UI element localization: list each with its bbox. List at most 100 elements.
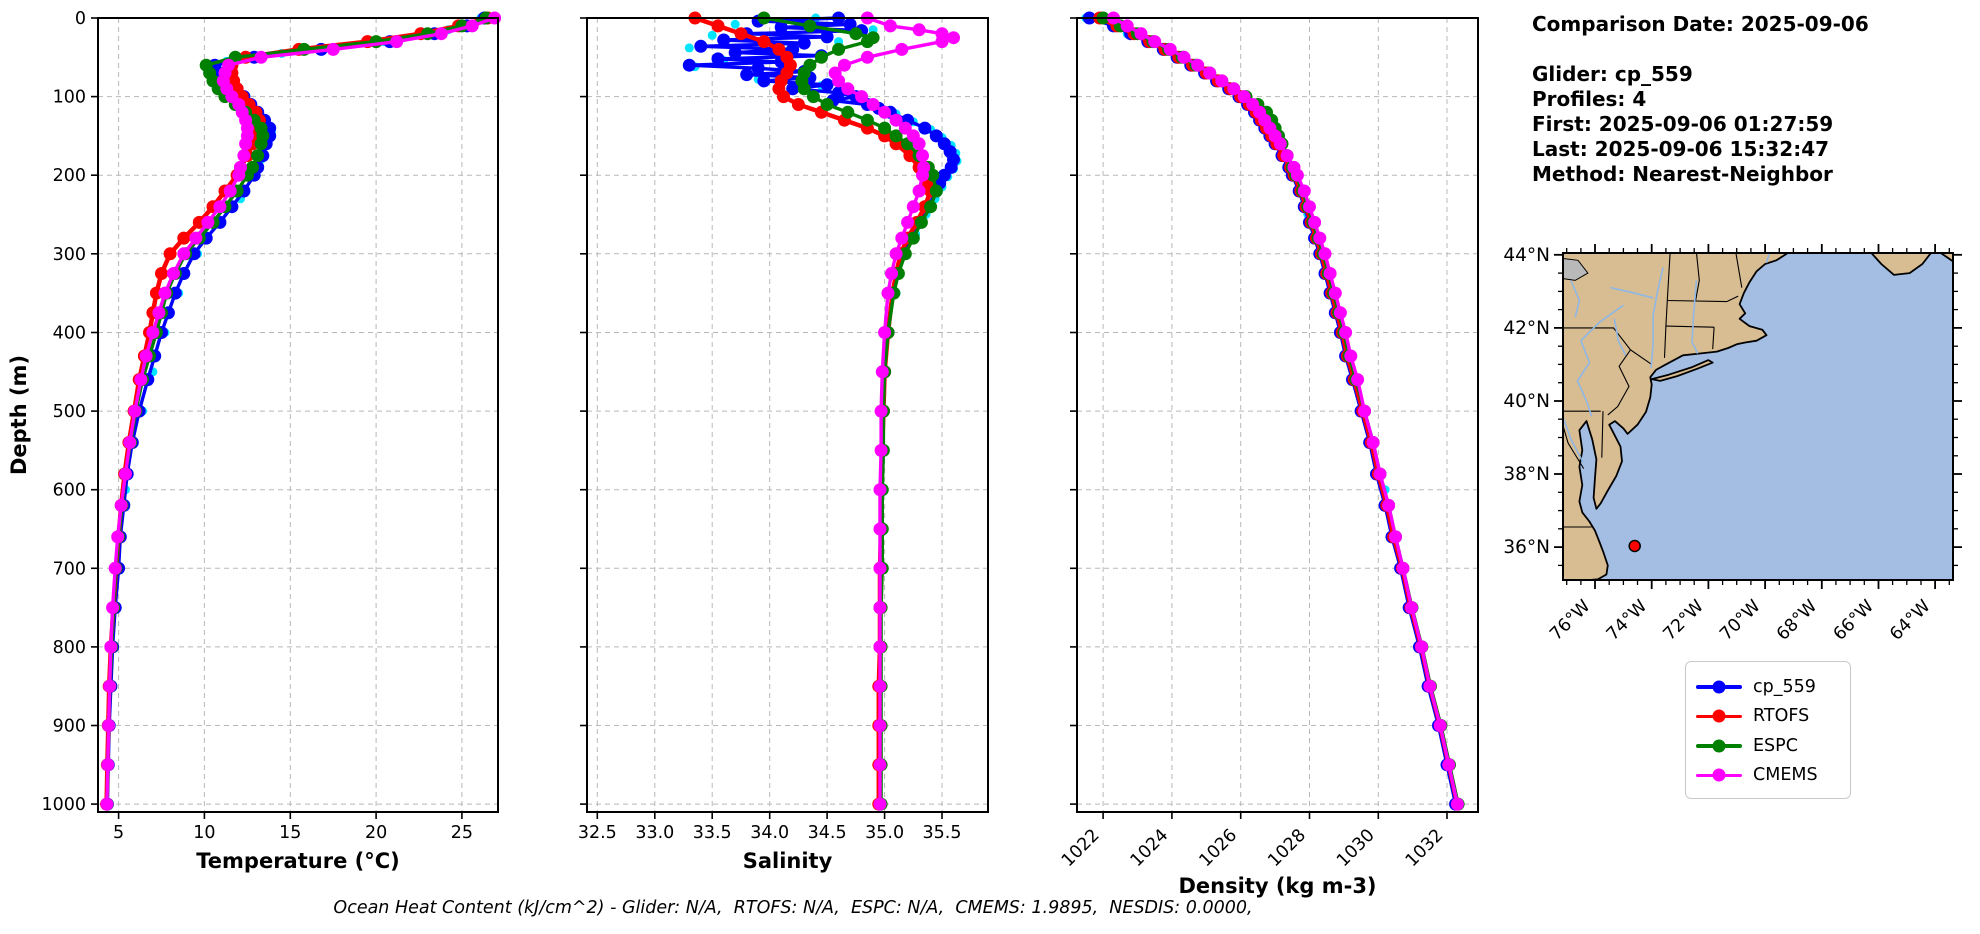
comparison-date-text: Comparison Date: 2025-09-06 — [1532, 12, 1869, 36]
ocean-heat-content-caption: Ocean Heat Content (kJ/cm^2) - Glider: N… — [333, 898, 1253, 918]
y-tick-label: 200 — [53, 166, 86, 186]
x-tick-label: 1026 — [1196, 825, 1242, 871]
map-lat-label: 44°N — [1503, 245, 1550, 266]
plot-frame — [1076, 17, 1479, 813]
x-tick-label: 15 — [279, 823, 301, 843]
y-tick-label: 900 — [53, 717, 86, 737]
map-lat-label: 38°N — [1503, 464, 1550, 485]
x-tick-label: 33.0 — [635, 823, 674, 843]
map-lon-label: 70°W — [1716, 596, 1764, 644]
y-tick-label: 0 — [75, 9, 86, 29]
density-plot: 1022 1024 1026 1028 1030 1032 Density (kg m-3) — [1058, 11, 1479, 898]
x-tick-label: 1024 — [1127, 825, 1173, 871]
map-state-border — [1667, 295, 1739, 303]
x-tick-label: 1032 — [1402, 825, 1448, 871]
legend-item-ESPC: ESPC — [1696, 731, 1840, 761]
y-tick-label: 400 — [53, 324, 86, 344]
legend-marker-dot — [1712, 680, 1726, 694]
profiles-count-text: Profiles: 4 — [1532, 87, 1647, 111]
x-tick-label: 35.0 — [865, 823, 904, 843]
gridlines — [98, 17, 498, 812]
glider-location-marker — [1628, 539, 1641, 553]
map-lon-label: 66°W — [1830, 596, 1878, 644]
x-tick-label: 33.5 — [693, 823, 732, 843]
info-panel: Comparison Date: 2025-09-06 Glider: cp_5… — [1532, 12, 1869, 187]
map-lat-label: 36°N — [1503, 537, 1550, 558]
map-river — [1691, 280, 1699, 354]
salinity-plot: 32.5 33.0 33.5 34.0 34.5 35.0 35.5 Salinity — [578, 11, 989, 873]
x-axis-ticks: 1022 1024 1026 1028 1030 1032 — [1058, 812, 1448, 871]
y-tick-label: 1000 — [41, 795, 86, 815]
plot-frame — [586, 17, 989, 813]
map-land — [1870, 253, 1932, 276]
map-river — [1610, 286, 1654, 299]
salinity-series-CMEMS — [828, 11, 960, 811]
y-tick-label: 600 — [53, 481, 86, 501]
y-tick-label: 300 — [53, 245, 86, 265]
map-river — [1563, 417, 1584, 463]
legend-line-swatch — [1696, 709, 1742, 723]
map-state-border — [1712, 327, 1715, 350]
legend-item-RTOFS: RTOFS — [1696, 702, 1840, 732]
map-river — [1650, 267, 1664, 369]
y-tick-label: 100 — [53, 88, 86, 108]
map-river — [1765, 253, 1771, 264]
legend-item-CMEMS: CMEMS — [1696, 761, 1840, 791]
map-lon-label: 74°W — [1603, 596, 1651, 644]
map-land — [1650, 359, 1714, 382]
map-river — [1570, 280, 1581, 318]
map-state-border — [1607, 349, 1631, 416]
y-tick-label: 700 — [53, 559, 86, 579]
x-tick-label: 10 — [193, 823, 215, 843]
xlabel-density: Density (kg m-3) — [1178, 874, 1376, 898]
map-state-border — [1665, 325, 1715, 328]
ylabel-depth: Depth (m) — [7, 355, 31, 475]
map-state-border — [1563, 425, 1585, 469]
x-tick-label: 1022 — [1058, 825, 1104, 871]
x-tick-label: 34.0 — [750, 823, 789, 843]
density-series-CMEMS — [1107, 11, 1464, 811]
map-lon-label: 72°W — [1660, 596, 1708, 644]
legend: cp_559 RTOFS ESPC CMEMS — [1685, 661, 1851, 799]
legend-label: ESPC — [1753, 735, 1798, 756]
x-tick-label: 5 — [113, 823, 124, 843]
x-tick-label: 1028 — [1264, 825, 1310, 871]
map-state-border — [1695, 253, 1700, 301]
map: 76°W 74°W 72°W 70°W 68°W 66°W 64°W 36°N 38°N 40°N… — [1503, 244, 1962, 645]
map-state-border — [1563, 327, 1653, 365]
temperature-plot: 5 10 15 20 25 0 100 200 300 400 500 600 700 800 900 100… — [7, 9, 502, 873]
map-state-border — [1735, 253, 1743, 288]
map-lon-label: 68°W — [1773, 596, 1821, 644]
x-tick-label: 32.5 — [578, 823, 617, 843]
legend-marker-dot — [1712, 709, 1726, 723]
x-tick-label: 25 — [451, 823, 473, 843]
y-tick-label: 500 — [53, 402, 86, 422]
legend-line-swatch — [1696, 680, 1742, 694]
map-river — [1613, 318, 1627, 356]
map-river — [1576, 304, 1624, 417]
map-state-border — [1663, 253, 1671, 358]
legend-line-swatch — [1696, 739, 1742, 753]
first-profile-time-text: First: 2025-09-06 01:27:59 — [1532, 112, 1834, 136]
map-state-border — [1601, 411, 1604, 458]
xlabel-temperature: Temperature (°C) — [196, 849, 399, 873]
x-tick-label: 35.5 — [923, 823, 962, 843]
legend-item-cp_559: cp_559 — [1696, 672, 1840, 702]
xlabel-salinity: Salinity — [743, 849, 833, 873]
legend-label: cp_559 — [1753, 676, 1816, 697]
legend-marker-dot — [1712, 768, 1726, 782]
legend-line-swatch — [1696, 768, 1742, 782]
x-tick-label: 34.5 — [808, 823, 847, 843]
x-tick-label: 20 — [365, 823, 387, 843]
plot-frame — [97, 17, 499, 813]
y-tick-label: 800 — [53, 638, 86, 658]
legend-label: CMEMS — [1753, 765, 1818, 786]
x-axis-ticks: 32.5 33.0 33.5 34.0 34.5 35.0 35.5 — [578, 812, 962, 843]
map-lon-label: 76°W — [1546, 596, 1594, 644]
last-profile-time-text: Last: 2025-09-06 15:32:47 — [1532, 137, 1830, 161]
x-axis-ticks: 5 10 15 20 25 — [113, 812, 473, 843]
legend-label: RTOFS — [1753, 706, 1810, 727]
map-lon-label: 64°W — [1886, 596, 1934, 644]
map-land — [1939, 253, 1953, 263]
